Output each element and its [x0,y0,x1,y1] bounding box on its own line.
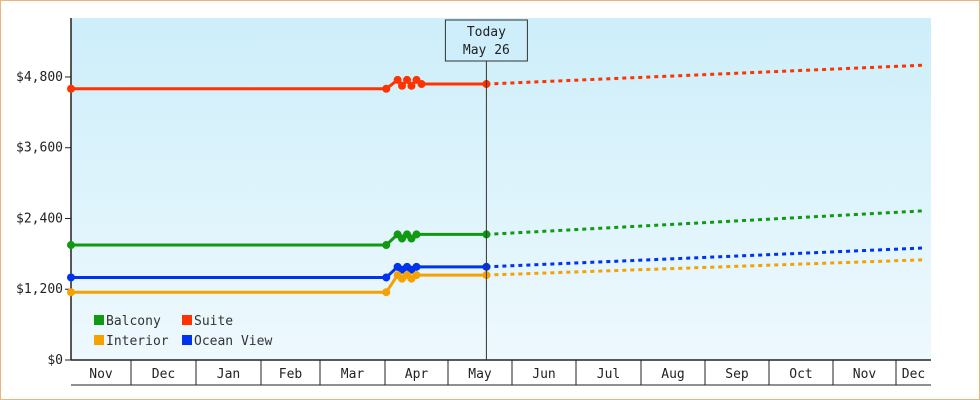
data-point-suite [393,75,402,84]
data-point-interior [412,271,421,280]
data-point-suite [417,80,426,89]
forecast-line-interior [486,258,925,277]
plot-background [71,18,931,360]
data-point-suite [382,84,391,93]
legend-label-interior: Interior [106,334,169,349]
month-label: Nov [89,367,113,382]
month-label: Feb [279,367,303,382]
forecast-line-ocean-view [486,246,925,269]
month-label: May [468,367,492,382]
month-label: Jun [532,367,555,382]
month-label: Dec [152,367,175,382]
legend-swatch-ocean-view [182,335,192,345]
month-label: Oct [789,367,812,382]
month-label: Aug [661,367,684,382]
y-tick-label: $0 [47,353,63,368]
legend-swatch-suite [182,315,192,325]
today-label-line1: Today [467,25,506,40]
y-tick-label: $3,600 [16,141,63,156]
data-point-ocean-view [412,262,421,271]
today-label-box [444,19,528,62]
data-point-interior [67,288,75,297]
data-point-balcony [412,230,421,239]
y-tick-label: $2,400 [16,211,63,226]
data-point-suite [398,81,407,90]
data-point-ocean-view [67,273,75,282]
month-label: Apr [405,367,429,382]
forecast-line-suite [486,63,925,86]
month-label: Jan [217,367,240,382]
legend-label-ocean-view: Ocean View [194,334,272,349]
data-point-interior [382,288,391,297]
data-point-suite [407,81,416,90]
data-point-balcony [382,241,391,250]
month-label: Jul [597,367,620,382]
today-label-date: May 26 [463,43,510,58]
legend-label-suite: Suite [194,314,233,329]
month-label: Mar [341,367,365,382]
forecast-line-balcony [486,209,925,236]
data-point-suite [403,75,412,84]
legend-swatch-interior [94,335,104,345]
month-label: Dec [902,367,925,382]
data-point-ocean-view [382,273,391,282]
y-tick-label: $4,800 [16,70,63,85]
month-label: Nov [853,367,877,382]
legend-label-balcony: Balcony [106,314,161,329]
month-label: Sep [725,367,749,382]
y-tick-label: $1,200 [16,282,63,297]
legend-swatch-balcony [94,315,104,325]
data-point-balcony [67,241,75,250]
data-point-suite [67,84,75,93]
